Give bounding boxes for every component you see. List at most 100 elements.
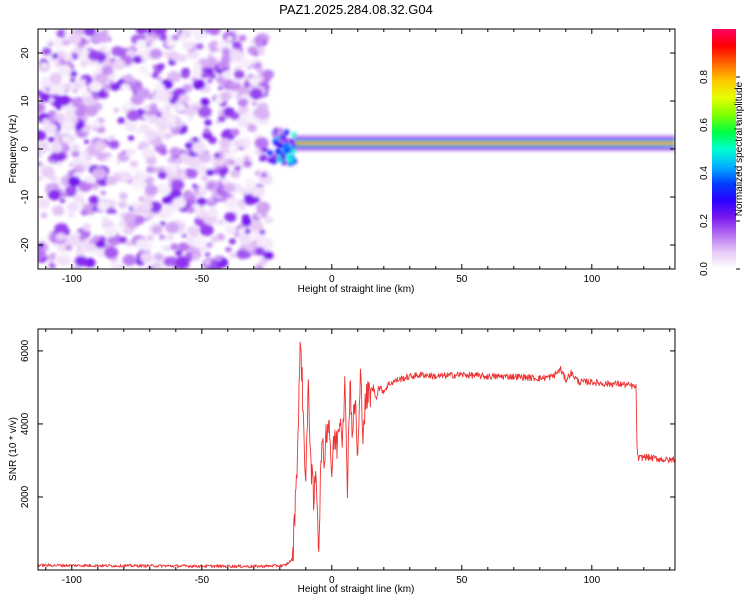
heatmap-onset-blob xyxy=(287,157,294,164)
heatmap-noise-blob xyxy=(169,98,177,105)
heatmap-noise-blob xyxy=(255,40,264,47)
heatmap-noise-blob xyxy=(62,114,73,123)
heatmap-noise-blob xyxy=(171,54,182,63)
heatmap-noise-blob xyxy=(223,107,236,118)
spectrogram-xtick-label: -50 xyxy=(195,274,210,285)
heatmap-noise-blob xyxy=(49,94,64,107)
heatmap-noise-blob xyxy=(145,71,153,78)
heatmap-noise-blob xyxy=(205,242,214,249)
heatmap-noise-blob xyxy=(165,221,180,234)
heatmap-noise-blob xyxy=(201,175,209,182)
snr-plot-area xyxy=(38,329,675,570)
heatmap-noise-blob xyxy=(236,249,249,260)
heatmap-noise-blob xyxy=(206,207,219,218)
heatmap-onset-blob xyxy=(288,138,295,145)
spectrogram-heatmap xyxy=(38,29,675,269)
heatmap-noise-blob xyxy=(229,159,235,165)
heatmap-noise-blob xyxy=(97,167,103,172)
heatmap-noise-blob xyxy=(233,148,238,153)
heatmap-noise-blob xyxy=(166,71,181,83)
heatmap-noise-blob xyxy=(199,224,214,237)
heatmap-noise-blob xyxy=(221,47,231,56)
heatmap-noise-blob xyxy=(207,54,213,59)
heatmap-noise-blob xyxy=(254,137,269,149)
heatmap-noise-blob xyxy=(70,143,81,152)
heatmap-noise-blob xyxy=(247,123,258,133)
snr-frame xyxy=(37,328,676,571)
heatmap-noise-blob xyxy=(144,34,155,44)
heatmap-noise-blob xyxy=(133,215,145,225)
spectrogram-ytick-label: 0 xyxy=(20,146,31,152)
heatmap-noise-blob xyxy=(166,234,175,241)
heatmap-noise-blob xyxy=(153,83,165,93)
heatmap-onset-blob xyxy=(273,140,280,147)
heatmap-noise-blob xyxy=(51,53,59,59)
heatmap-noise-blob xyxy=(207,182,215,190)
heatmap-noise-blob xyxy=(214,153,221,159)
heatmap-noise-blob xyxy=(49,72,63,83)
heatmap-noise-blob xyxy=(137,173,146,181)
heatmap-onset-blob xyxy=(280,153,287,160)
heatmap-noise-blob xyxy=(145,156,157,166)
heatmap-noise-blob xyxy=(127,135,135,141)
heatmap-noise-blob xyxy=(82,94,97,107)
snr-xtick-label: -100 xyxy=(62,575,82,586)
heatmap-noise-blob xyxy=(63,53,73,62)
heatmap-noise-blob xyxy=(198,58,209,67)
spectrogram-xtick-label: 0 xyxy=(329,274,335,285)
heatmap-noise-blob xyxy=(117,117,126,124)
heatmap-noise-blob xyxy=(177,224,185,231)
heatmap-noise-blob xyxy=(181,29,191,35)
heatmap-noise-blob xyxy=(100,190,106,196)
heatmap-noise-blob xyxy=(250,220,264,232)
heatmap-noise-blob xyxy=(148,215,154,220)
heatmap-noise-blob xyxy=(167,188,182,200)
heatmap-noise-blob xyxy=(91,167,107,180)
heatmap-noise-blob xyxy=(138,65,148,74)
heatmap-noise-blob xyxy=(64,31,70,37)
heatmap-noise-blob xyxy=(185,42,193,49)
heatmap-noise-blob xyxy=(172,197,187,209)
heatmap-noise-blob xyxy=(162,40,168,45)
heatmap-noise-blob xyxy=(62,82,73,91)
heatmap-noise-blob xyxy=(251,186,266,199)
heatmap-noise-blob xyxy=(184,106,197,117)
heatmap-noise-blob xyxy=(244,228,251,235)
heatmap-noise-blob xyxy=(237,98,249,107)
heatmap-noise-blob xyxy=(123,212,137,223)
heatmap-noise-blob xyxy=(102,216,109,222)
heatmap-noise-blob xyxy=(220,91,232,101)
heatmap-noise-blob xyxy=(142,105,151,112)
heatmap-noise-blob xyxy=(48,97,55,103)
heatmap-noise-blob xyxy=(230,169,241,178)
heatmap-noise-blob xyxy=(259,154,268,162)
heatmap-noise-blob xyxy=(170,243,179,251)
heatmap-noise-blob xyxy=(121,150,127,155)
heatmap-noise-blob xyxy=(38,200,43,207)
heatmap-noise-blob xyxy=(41,62,48,68)
heatmap-noise-blob xyxy=(169,126,175,132)
heatmap-noise-blob xyxy=(205,67,214,75)
heatmap-noise-blob xyxy=(138,124,149,133)
heatmap-noise-blob xyxy=(119,192,128,200)
heatmap-noise-blob xyxy=(118,236,128,244)
heatmap-noise-blob xyxy=(74,108,85,117)
heatmap-noise-blob xyxy=(225,225,236,235)
heatmap-noise-blob xyxy=(221,54,231,63)
heatmap-noise-blob xyxy=(177,228,186,236)
heatmap-noise-blob xyxy=(174,119,184,128)
heatmap-carrier-band xyxy=(295,142,675,144)
colorbar-tick-label: 0.0 xyxy=(699,262,710,276)
heatmap-noise-blob xyxy=(48,42,53,47)
colorbar-label: Normalized spectral amplitude xyxy=(734,81,745,216)
heatmap-noise-blob xyxy=(59,198,66,204)
heatmap-noise-blob xyxy=(78,180,93,193)
colorbar-tick-label: 0.8 xyxy=(699,70,710,84)
heatmap-noise-blob xyxy=(110,208,117,215)
heatmap-noise-blob xyxy=(217,85,223,91)
heatmap-noise-blob xyxy=(230,128,240,137)
heatmap-noise-blob xyxy=(185,168,198,179)
heatmap-onset-blob xyxy=(267,149,274,156)
heatmap-noise-blob xyxy=(56,29,67,38)
